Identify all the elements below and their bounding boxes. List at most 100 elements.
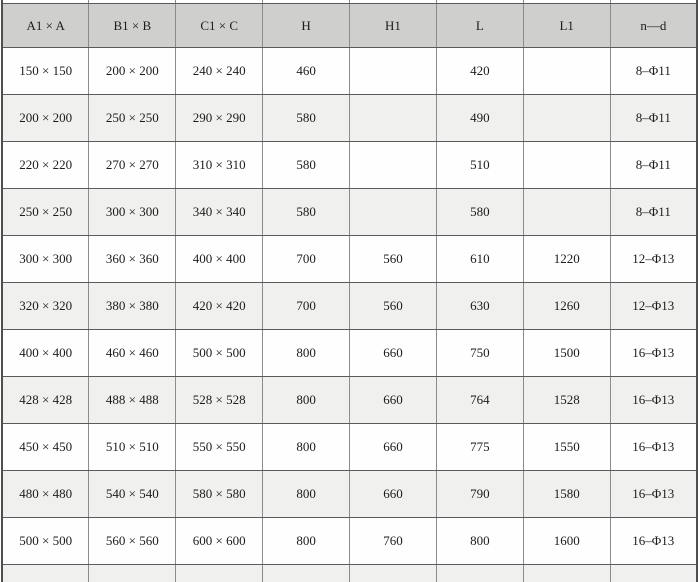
table-cell: 500 × 500 (1, 517, 90, 565)
table-cell: 200 × 200 (88, 47, 177, 95)
table-cell: 528 × 528 (175, 376, 264, 424)
spacer-cell (435, 564, 524, 582)
table-cell: 420 (435, 47, 524, 95)
table-cell: 1220 (522, 235, 611, 283)
table-cell: 16–Φ13 (609, 423, 698, 471)
table-cell: 12–Φ13 (609, 282, 698, 330)
column-header: L (435, 3, 524, 48)
table-row: 220 × 220 270 × 270 310 × 310 580 510 8–Φ11 (1, 141, 698, 189)
column-header: C1 × C (175, 3, 264, 48)
table-cell: 300 × 300 (88, 188, 177, 236)
spacer-cell (609, 564, 698, 582)
table-cell: 8–Φ11 (609, 94, 698, 142)
spacer-cell (1, 564, 90, 582)
table-cell: 580 (262, 94, 350, 142)
table-cell: 360 × 360 (88, 235, 177, 283)
table-cell: 1600 (522, 517, 611, 565)
table-row: 450 × 450 510 × 510 550 × 550 800 660 775 1550… (1, 423, 698, 471)
table-cell: 250 × 250 (88, 94, 177, 142)
table-cell: 16–Φ13 (609, 470, 698, 518)
table-cell: 560 × 560 (88, 517, 177, 565)
table-cell: 420 × 420 (175, 282, 264, 330)
table-cell: 8–Φ11 (609, 188, 698, 236)
table-cell: 800 (262, 376, 350, 424)
table-cell: 250 × 250 (1, 188, 90, 236)
table-row: 300 × 300 360 × 360 400 × 400 700 560 610 1220… (1, 235, 698, 283)
column-header: L1 (522, 3, 611, 48)
table-cell: 1260 (522, 282, 611, 330)
table-cell (349, 141, 437, 189)
table-cell: 460 × 460 (88, 329, 177, 377)
table-cell: 580 (262, 188, 350, 236)
table-cell: 580 (262, 141, 350, 189)
table-row: 320 × 320 380 × 380 420 × 420 700 560 630 1260… (1, 282, 698, 330)
table-cell: 320 × 320 (1, 282, 90, 330)
table-cell: 310 × 310 (175, 141, 264, 189)
spacer-cell (175, 564, 264, 582)
table-cell: 800 (262, 517, 350, 565)
table-cell: 775 (435, 423, 524, 471)
table-row: 428 × 428 488 × 488 528 × 528 800 660 764 1528… (1, 376, 698, 424)
table-cell: 800 (435, 517, 524, 565)
table-cell: 340 × 340 (175, 188, 264, 236)
table-cell: 8–Φ11 (609, 47, 698, 95)
table-cell: 300 × 300 (1, 235, 90, 283)
table-cell: 750 (435, 329, 524, 377)
cropped-row-below (1, 564, 698, 582)
table-cell: 490 (435, 94, 524, 142)
table-cell: 660 (349, 470, 437, 518)
table-cell: 270 × 270 (88, 141, 177, 189)
table-cell: 400 × 400 (175, 235, 264, 283)
spacer-cell (349, 564, 437, 582)
column-header: B1 × B (88, 3, 177, 48)
table-cell: 600 × 600 (175, 517, 264, 565)
table-cell (349, 47, 437, 95)
table-cell: 800 (262, 329, 350, 377)
table-row: 200 × 200 250 × 250 290 × 290 580 490 8–Φ11 (1, 94, 698, 142)
table-cell: 660 (349, 423, 437, 471)
table-cell: 460 (262, 47, 350, 95)
table-cell: 660 (349, 376, 437, 424)
table-cell: 1580 (522, 470, 611, 518)
table-cell: 220 × 220 (1, 141, 90, 189)
table-cell: 400 × 400 (1, 329, 90, 377)
table-row: 500 × 500 560 × 560 600 × 600 800 760 800 1600… (1, 517, 698, 565)
spacer-cell (88, 564, 177, 582)
table-cell: 510 × 510 (88, 423, 177, 471)
table-cell: 800 (262, 423, 350, 471)
table-cell: 510 (435, 141, 524, 189)
table-row: 250 × 250 300 × 300 340 × 340 580 580 8–Φ11 (1, 188, 698, 236)
table-row: 150 × 150 200 × 200 240 × 240 460 420 8–Φ11 (1, 47, 698, 95)
table-cell: 660 (349, 329, 437, 377)
column-header: A1 × A (1, 3, 90, 48)
table-cell: 380 × 380 (88, 282, 177, 330)
table-cell: 500 × 500 (175, 329, 264, 377)
table-cell: 16–Φ13 (609, 517, 698, 565)
table-cell (522, 188, 611, 236)
table-cell (349, 188, 437, 236)
table-cell: 1500 (522, 329, 611, 377)
table-cell: 1528 (522, 376, 611, 424)
table-cell: 800 (262, 470, 350, 518)
table-cell: 480 × 480 (1, 470, 90, 518)
table-cell: 488 × 488 (88, 376, 177, 424)
table-cell (349, 94, 437, 142)
table-cell: 150 × 150 (1, 47, 90, 95)
table-cell: 12–Φ13 (609, 235, 698, 283)
table-cell: 580 × 580 (175, 470, 264, 518)
column-header: n—d (609, 3, 698, 48)
table-cell: 630 (435, 282, 524, 330)
table-row: 480 × 480 540 × 540 580 × 580 800 660 790 1580… (1, 470, 698, 518)
column-header: H1 (349, 3, 437, 48)
table-cell: 240 × 240 (175, 47, 264, 95)
spacer-cell (522, 564, 611, 582)
table-cell: 290 × 290 (175, 94, 264, 142)
table-cell: 560 (349, 282, 437, 330)
table-cell: 540 × 540 (88, 470, 177, 518)
table-cell: 1550 (522, 423, 611, 471)
table-cell: 560 (349, 235, 437, 283)
column-header: H (262, 3, 350, 48)
table-row: 400 × 400 460 × 460 500 × 500 800 660 750 1500… (1, 329, 698, 377)
